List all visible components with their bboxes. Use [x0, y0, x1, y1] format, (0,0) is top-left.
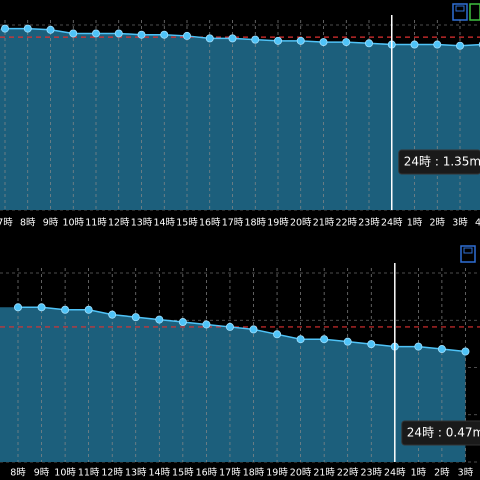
x-tick-label: 8時	[20, 218, 36, 229]
point	[205, 34, 214, 43]
point	[455, 41, 464, 50]
x-tick-label: 3時	[458, 468, 474, 479]
x-tick-label: 8時	[10, 468, 26, 479]
point	[249, 325, 258, 334]
point	[92, 29, 101, 38]
tooltip-box	[398, 149, 480, 175]
x-tick-label: 16時	[199, 218, 221, 229]
x-tick-label: 22時	[335, 218, 357, 229]
point	[178, 318, 187, 327]
x-tick-label: 7時	[0, 218, 13, 229]
x-tick-label: 9時	[34, 468, 50, 479]
point	[84, 305, 93, 314]
x-tick-label: 9時	[43, 218, 59, 229]
x-tick-label: 18時	[244, 218, 266, 229]
area	[0, 307, 466, 462]
point	[343, 337, 352, 346]
tooltip-box	[401, 420, 480, 446]
point	[69, 29, 78, 38]
point	[414, 342, 423, 351]
point	[437, 345, 446, 354]
save-icon[interactable]	[460, 245, 476, 263]
point	[319, 38, 328, 47]
point	[13, 303, 22, 312]
x-tick-label: 12時	[108, 218, 130, 229]
x-tick-label: 12時	[101, 468, 123, 479]
point	[296, 335, 305, 344]
x-tick-label: 2時	[429, 218, 445, 229]
x-tick-label: 4時	[475, 218, 480, 229]
x-tick-label: 22時	[337, 468, 359, 479]
point	[46, 25, 55, 34]
x-tick-label: 13時	[125, 468, 147, 479]
point	[37, 303, 46, 312]
point	[108, 310, 117, 319]
point	[1, 24, 9, 33]
point	[433, 40, 442, 49]
point	[225, 322, 234, 331]
point	[160, 30, 169, 39]
x-tick-label: 11時	[85, 218, 107, 229]
x-tick-label: 10時	[62, 218, 84, 229]
x-tick-label: 24時	[381, 218, 403, 229]
tooltip: 24時 : 1.35m	[398, 149, 480, 175]
x-tick-label: 21時	[313, 468, 335, 479]
point	[273, 330, 282, 339]
x-tick-label: 17時	[219, 468, 241, 479]
point	[273, 36, 282, 45]
tooltip: 24時 : 0.47m	[401, 420, 480, 446]
x-tick-label: 15時	[176, 218, 198, 229]
point	[410, 40, 419, 49]
x-tick-label: 16時	[196, 468, 218, 479]
x-tick-label: 19時	[267, 218, 289, 229]
point	[296, 36, 305, 45]
tooltip-text: 24時 : 0.47m	[407, 426, 480, 440]
point	[202, 320, 211, 329]
x-tick-label: 20時	[290, 218, 312, 229]
x-tick-label: 2時	[434, 468, 450, 479]
x-tick-label: 23時	[358, 218, 380, 229]
x-tick-label: 1時	[411, 468, 427, 479]
point	[23, 24, 32, 33]
point	[342, 38, 351, 47]
line	[5, 27, 480, 47]
point	[61, 305, 70, 314]
area	[0, 28, 480, 210]
point	[251, 35, 260, 44]
x-tick-label: 24時	[384, 468, 406, 479]
x-tick-label: 3時	[452, 218, 468, 229]
x-tick-label: 18時	[243, 468, 265, 479]
point	[461, 347, 470, 356]
x-tick-label: 14時	[153, 218, 175, 229]
tooltip-text: 24時 : 1.35m	[404, 155, 480, 169]
x-tick-label: 10時	[54, 468, 76, 479]
chart: 7時 8時 9時 10時 11時 12時 13時 14時 15時 16時 17時 18時 19時 20時 2…	[0, 15, 480, 229]
chart: 8時 9時 10時 11時 12時 13時 14時 15時 16時 17時 18時 19時 20時 21時…	[0, 263, 480, 479]
point	[364, 39, 373, 48]
point	[137, 30, 146, 39]
x-tick-label: 14時	[149, 468, 171, 479]
x-tick-label: 20時	[290, 468, 312, 479]
point	[155, 315, 164, 324]
x-tick-label: 19時	[266, 468, 288, 479]
x-tick-label: 17時	[222, 218, 244, 229]
point	[367, 340, 376, 349]
x-tick-label: 11時	[78, 468, 100, 479]
point	[131, 313, 140, 322]
point	[228, 34, 237, 43]
x-tick-label: 21時	[313, 218, 335, 229]
x-tick-label: 1時	[407, 218, 423, 229]
x-tick-label: 23時	[360, 468, 382, 479]
x-tick-label: 15時	[172, 468, 194, 479]
export-icon[interactable]	[469, 3, 480, 21]
x-tick-label: 13時	[131, 218, 153, 229]
point	[182, 31, 191, 40]
point	[114, 29, 123, 38]
point	[320, 335, 329, 344]
